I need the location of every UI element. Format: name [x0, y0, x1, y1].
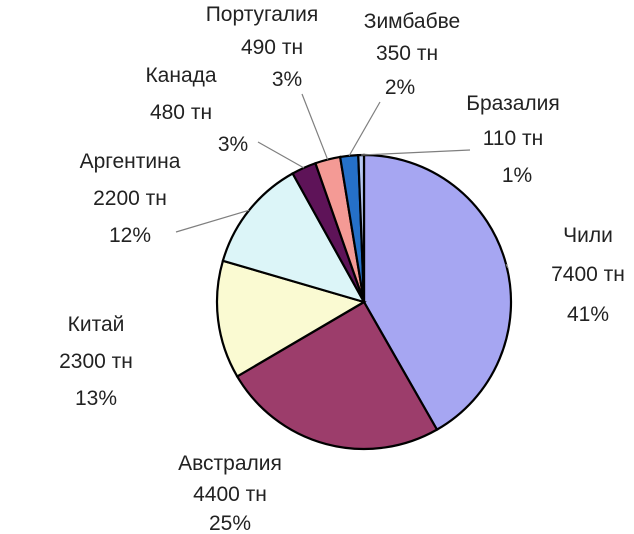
slice-label-percent: 41% — [567, 303, 609, 326]
label-group-brazil: Бразалия 110 тн 1% — [466, 92, 560, 187]
slice-label-percent: 25% — [209, 512, 251, 534]
leader-line-portugal — [301, 93, 329, 160]
slice-label-percent: 3% — [272, 68, 302, 91]
slice-label-value: 4400 тн — [193, 483, 267, 506]
label-group-zimbabwe: Зимбабве 350 тн 2% — [364, 10, 460, 99]
pie-slices — [215, 153, 513, 451]
slice-label-name: Чили — [563, 224, 613, 247]
leader-line-canada — [257, 141, 305, 169]
label-group-chile: Чили 7400 тн 41% — [551, 224, 625, 326]
slice-label-value: 110 тн — [483, 127, 544, 150]
slice-label-percent: 12% — [109, 224, 151, 247]
slice-label-name: Китай — [68, 313, 125, 336]
slice-label-name: Канада — [145, 64, 216, 87]
slice-label-value: 7400 тн — [551, 263, 625, 286]
leader-line-chile — [505, 263, 509, 269]
slice-label-value: 350 тн — [376, 42, 438, 65]
slice-label-percent: 1% — [502, 164, 532, 187]
slice-label-name: Зимбабве — [364, 10, 460, 33]
slice-label-name: Португалия — [206, 3, 319, 26]
slice-label-name: Австралия — [178, 452, 282, 475]
leader-line-argentina — [175, 209, 250, 233]
pie-slice-australia — [235, 300, 439, 451]
slice-label-name: Аргентина — [80, 150, 181, 173]
leader-line-zimbabwe — [348, 101, 381, 157]
leader-line-brazil — [361, 149, 471, 156]
label-group-canada: Канада 480 тн 3% — [145, 64, 248, 156]
slice-label-name: Бразалия — [466, 92, 560, 115]
pie-slice-china — [215, 259, 367, 378]
slice-label-value: 2200 тн — [93, 187, 167, 210]
label-group-argentina: Аргентина 2200 тн 12% — [80, 150, 181, 247]
slice-label-percent: 13% — [75, 387, 117, 410]
slice-label-value: 490 тн — [241, 36, 303, 59]
leader-lines — [175, 93, 509, 269]
pie-slice-chile — [362, 153, 513, 432]
slice-label-value: 2300 тн — [59, 350, 133, 373]
slice-label-percent: 2% — [385, 76, 415, 99]
label-group-portugal: Португалия 490 тн 3% — [206, 3, 319, 91]
label-group-china: Китай 2300 тн 13% — [59, 313, 133, 410]
label-group-australia: Австралия 4400 тн 25% — [178, 452, 282, 534]
slice-label-percent: 3% — [218, 133, 248, 156]
slice-label-value: 480 тн — [150, 101, 212, 124]
